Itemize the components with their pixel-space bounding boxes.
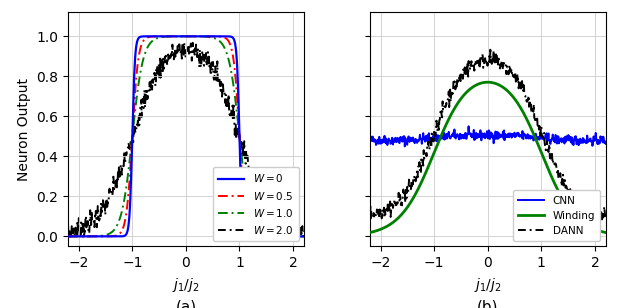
$W = 1.0$ — [176, 34, 184, 38]
$W = 0.5$ — [64, 235, 72, 238]
DANN — [597, 212, 604, 216]
Legend: $W = 0$, $W = 0.5$, $W = 1.0$, $W = 2.0$: $W = 0$, $W = 0.5$, $W = 1.0$, $W = 2.0$ — [213, 167, 298, 241]
Line: $W = 0.5$: $W = 0.5$ — [68, 36, 304, 237]
X-axis label: $j_1/j_2$: $j_1/j_2$ — [474, 276, 502, 294]
$W = 2.0$ — [178, 59, 185, 63]
CNN — [480, 132, 488, 136]
CNN — [366, 137, 373, 141]
CNN — [465, 124, 472, 128]
$W = 0$ — [205, 34, 213, 38]
$W = 0$ — [176, 34, 184, 38]
Winding — [366, 231, 373, 234]
$W = 1.0$ — [300, 235, 308, 238]
$W = 2.0$ — [258, 188, 266, 192]
Legend: CNN, Winding, DANN: CNN, Winding, DANN — [513, 190, 601, 241]
$W = 0.5$ — [258, 234, 266, 238]
CNN — [479, 132, 486, 135]
Winding — [494, 83, 502, 86]
CNN — [401, 144, 408, 148]
CNN — [597, 136, 604, 140]
DANN — [507, 70, 514, 73]
Winding — [485, 80, 492, 84]
$W = 2.0$ — [206, 66, 213, 70]
Line: DANN: DANN — [370, 50, 606, 221]
$W = 0$ — [295, 235, 303, 238]
Line: $W = 2.0$: $W = 2.0$ — [68, 43, 304, 237]
Line: CNN: CNN — [370, 126, 606, 146]
DANN — [478, 55, 486, 59]
CNN — [507, 132, 515, 136]
DANN — [598, 220, 606, 223]
$W = 0.5$ — [295, 235, 302, 238]
Line: $W = 0$: $W = 0$ — [68, 36, 304, 237]
$W = 0$ — [192, 34, 200, 38]
$W = 1.0$ — [182, 34, 189, 38]
CNN — [561, 141, 568, 144]
Winding — [480, 81, 487, 84]
$W = 0.5$ — [182, 34, 189, 38]
$W = 0.5$ — [176, 34, 184, 38]
$W = 2.0$ — [66, 235, 74, 238]
Winding — [507, 92, 514, 96]
$W = 2.0$ — [295, 229, 303, 233]
$W = 2.0$ — [300, 229, 308, 233]
$W = 0.5$ — [300, 235, 308, 238]
$W = 1.0$ — [178, 34, 185, 38]
$W = 0.5$ — [178, 34, 185, 38]
DANN — [602, 210, 609, 213]
$W = 0$ — [178, 34, 185, 38]
Winding — [602, 231, 609, 234]
$W = 0$ — [178, 34, 185, 38]
$W = 1.0$ — [258, 231, 266, 235]
CNN — [602, 142, 609, 145]
$W = 1.0$ — [64, 235, 72, 238]
$W = 0$ — [64, 235, 72, 238]
$W = 1.0$ — [192, 34, 200, 38]
$W = 0.5$ — [192, 34, 200, 38]
$W = 0$ — [300, 235, 308, 238]
DANN — [480, 66, 487, 70]
DANN — [366, 208, 373, 212]
$W = 2.0$ — [177, 52, 184, 55]
Line: Winding: Winding — [370, 82, 606, 233]
DANN — [494, 63, 502, 66]
Line: $W = 1.0$: $W = 1.0$ — [68, 36, 304, 237]
Winding — [597, 229, 604, 233]
Winding — [478, 81, 486, 85]
Text: (b): (b) — [477, 300, 499, 308]
$W = 2.0$ — [64, 221, 72, 225]
$W = 2.0$ — [180, 41, 188, 45]
Y-axis label: Neuron Output: Neuron Output — [17, 78, 31, 181]
CNN — [494, 131, 502, 135]
$W = 1.0$ — [205, 35, 213, 39]
$W = 0$ — [286, 235, 293, 238]
$W = 2.0$ — [193, 48, 200, 52]
Text: (a): (a) — [176, 300, 197, 308]
DANN — [560, 184, 567, 187]
$W = 0$ — [258, 235, 266, 238]
Winding — [560, 199, 567, 202]
$W = 1.0$ — [295, 235, 302, 238]
X-axis label: $j_1/j_2$: $j_1/j_2$ — [172, 276, 200, 294]
$W = 0.5$ — [205, 34, 213, 38]
DANN — [486, 48, 494, 51]
